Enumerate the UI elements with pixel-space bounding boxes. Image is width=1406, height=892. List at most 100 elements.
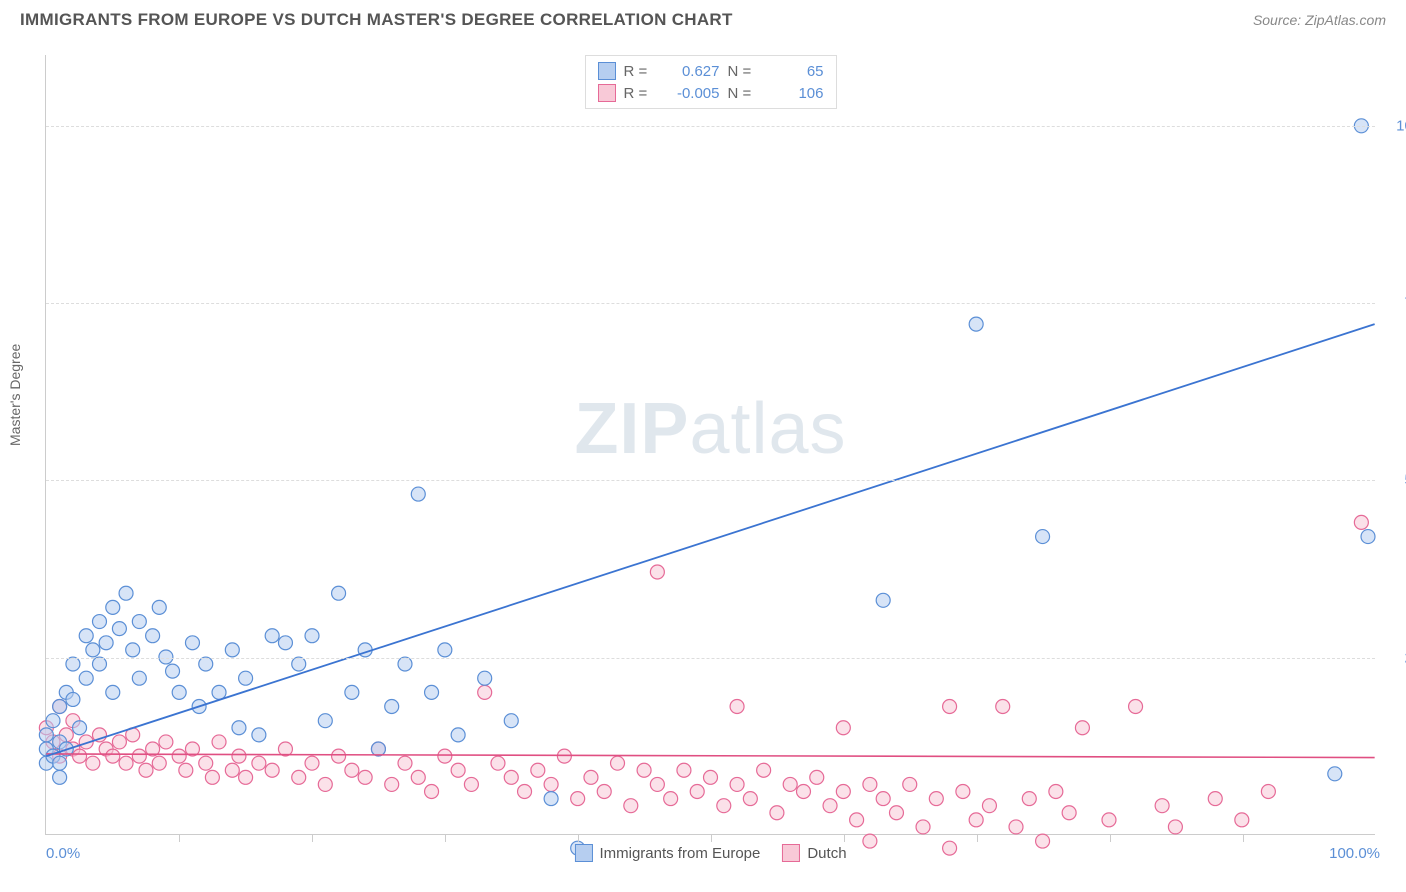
- europe-point: [185, 636, 199, 650]
- dutch-point: [956, 785, 970, 799]
- dutch-point: [332, 749, 346, 763]
- legend-item: Dutch: [782, 844, 846, 862]
- dutch-point: [358, 770, 372, 784]
- dutch-point: [969, 813, 983, 827]
- dutch-point: [876, 792, 890, 806]
- dutch-point: [345, 763, 359, 777]
- europe-point: [212, 685, 226, 699]
- dutch-point: [597, 785, 611, 799]
- dutch-point: [504, 770, 518, 784]
- dutch-point: [1235, 813, 1249, 827]
- europe-point: [126, 643, 140, 657]
- x-tick: [312, 834, 313, 842]
- dutch-point: [730, 777, 744, 791]
- dutch-point: [1009, 820, 1023, 834]
- dutch-point: [1354, 515, 1368, 529]
- dutch-point: [518, 785, 532, 799]
- dutch-point: [205, 770, 219, 784]
- x-tick: [711, 834, 712, 842]
- dutch-point: [650, 565, 664, 579]
- dutch-point: [119, 756, 133, 770]
- dutch-point: [385, 777, 399, 791]
- legend-swatch: [574, 844, 592, 862]
- legend-n-label: N =: [728, 85, 756, 102]
- europe-point: [345, 685, 359, 699]
- dutch-point: [836, 785, 850, 799]
- europe-point: [92, 657, 106, 671]
- y-tick-label: 100.0%: [1382, 117, 1406, 134]
- dutch-point: [132, 749, 146, 763]
- europe-point: [172, 685, 186, 699]
- legend-swatch: [598, 62, 616, 80]
- legend-item: Immigrants from Europe: [574, 844, 760, 862]
- europe-point: [46, 714, 60, 728]
- dutch-point: [1062, 806, 1076, 820]
- source-credit: Source: ZipAtlas.com: [1253, 12, 1386, 28]
- x-tick: [1110, 834, 1111, 842]
- europe-point: [1036, 530, 1050, 544]
- dutch-point: [1022, 792, 1036, 806]
- europe-point: [1361, 530, 1375, 544]
- dutch-point: [491, 756, 505, 770]
- dutch-point: [743, 792, 757, 806]
- europe-point: [544, 792, 558, 806]
- dutch-point: [584, 770, 598, 784]
- x-tick-max: 100.0%: [1329, 845, 1380, 862]
- europe-point: [478, 671, 492, 685]
- gridline: [46, 480, 1375, 481]
- dutch-point: [265, 763, 279, 777]
- legend-n-value: 106: [764, 85, 824, 102]
- dutch-point: [425, 785, 439, 799]
- dutch-point: [863, 834, 877, 848]
- dutch-point: [398, 756, 412, 770]
- europe-point: [504, 714, 518, 728]
- dutch-point: [850, 813, 864, 827]
- europe-point: [398, 657, 412, 671]
- dutch-point: [717, 799, 731, 813]
- europe-point: [146, 629, 160, 643]
- europe-point: [79, 629, 93, 643]
- dutch-point: [478, 685, 492, 699]
- x-tick: [844, 834, 845, 842]
- y-tick-label: 50.0%: [1382, 472, 1406, 489]
- dutch-point: [770, 806, 784, 820]
- legend-n-label: N =: [728, 63, 756, 80]
- dutch-point: [783, 777, 797, 791]
- dutch-point: [86, 756, 100, 770]
- gridline: [46, 658, 1375, 659]
- legend-r-label: R =: [624, 63, 652, 80]
- dutch-point: [730, 700, 744, 714]
- dutch-point: [1049, 785, 1063, 799]
- europe-point: [66, 657, 80, 671]
- europe-point: [451, 728, 465, 742]
- legend-r-label: R =: [624, 85, 652, 102]
- dutch-point: [996, 700, 1010, 714]
- x-tick: [578, 834, 579, 842]
- dutch-point: [139, 763, 153, 777]
- europe-point: [411, 487, 425, 501]
- dutch-point: [1168, 820, 1182, 834]
- dutch-point: [106, 749, 120, 763]
- europe-trendline: [46, 324, 1374, 756]
- europe-point: [53, 756, 67, 770]
- europe-point: [53, 700, 67, 714]
- europe-point: [969, 317, 983, 331]
- legend-swatch: [782, 844, 800, 862]
- dutch-point: [544, 777, 558, 791]
- dutch-point: [292, 770, 306, 784]
- dutch-point: [225, 763, 239, 777]
- y-tick-label: 75.0%: [1382, 295, 1406, 312]
- dutch-point: [704, 770, 718, 784]
- dutch-point: [159, 735, 173, 749]
- europe-point: [265, 629, 279, 643]
- dutch-point: [112, 735, 126, 749]
- legend-row: R =0.627N =65: [598, 60, 824, 82]
- gridline: [46, 126, 1375, 127]
- europe-point: [225, 643, 239, 657]
- europe-point: [252, 728, 266, 742]
- europe-point: [1328, 767, 1342, 781]
- europe-point: [66, 692, 80, 706]
- europe-point: [876, 593, 890, 607]
- dutch-point: [796, 785, 810, 799]
- europe-point: [92, 615, 106, 629]
